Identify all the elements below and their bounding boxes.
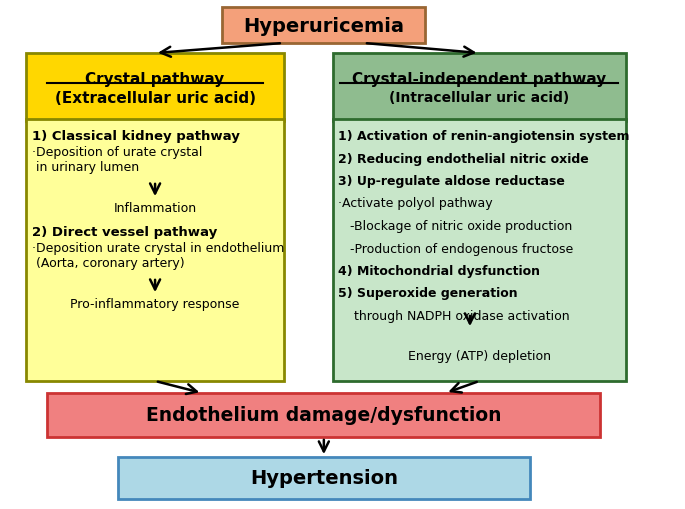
Text: 1) Activation of renin-angiotensin system: 1) Activation of renin-angiotensin syste… (338, 130, 629, 143)
Bar (27, 120, 284, 381)
Text: (Extracellular uric acid): (Extracellular uric acid) (55, 90, 256, 105)
Bar (333, 120, 626, 381)
Text: -Production of endogenous fructose: -Production of endogenous fructose (338, 242, 573, 255)
Text: ·Deposition urate crystal in endothelium: ·Deposition urate crystal in endothelium (32, 242, 284, 254)
Text: Energy (ATP) depletion: Energy (ATP) depletion (408, 349, 551, 362)
Text: Crystal pathway: Crystal pathway (86, 71, 225, 87)
Text: ·Activate polyol pathway: ·Activate polyol pathway (338, 197, 493, 210)
Text: 5) Superoxide generation: 5) Superoxide generation (338, 287, 517, 300)
Text: through NADPH oxidase activation: through NADPH oxidase activation (338, 309, 569, 322)
Text: (Aorta, coronary artery): (Aorta, coronary artery) (32, 257, 185, 269)
Text: 3) Up-regulate aldose reductase: 3) Up-regulate aldose reductase (338, 175, 564, 188)
Bar (333, 54, 626, 122)
Text: (Intracellular uric acid): (Intracellular uric acid) (389, 91, 569, 105)
Bar (222, 8, 425, 44)
Text: Inflammation: Inflammation (114, 202, 197, 215)
Text: 2) Direct vessel pathway: 2) Direct vessel pathway (32, 225, 217, 239)
Bar (27, 54, 284, 122)
Text: -Blockage of nitric oxide production: -Blockage of nitric oxide production (338, 219, 572, 233)
Text: Hyperuricemia: Hyperuricemia (243, 16, 404, 36)
Text: 1) Classical kidney pathway: 1) Classical kidney pathway (32, 130, 240, 143)
Bar (47, 393, 601, 437)
Text: 2) Reducing endothelial nitric oxide: 2) Reducing endothelial nitric oxide (338, 152, 588, 165)
Text: in urinary lumen: in urinary lumen (32, 161, 139, 174)
Text: Hypertension: Hypertension (250, 469, 398, 488)
Text: ·Deposition of urate crystal: ·Deposition of urate crystal (32, 146, 203, 159)
Text: Pro-inflammatory response: Pro-inflammatory response (71, 297, 240, 310)
Text: 4) Mitochondrial dysfunction: 4) Mitochondrial dysfunction (338, 265, 540, 277)
Bar (119, 457, 530, 499)
Text: Crystal-independent pathway: Crystal-independent pathway (352, 71, 606, 87)
Text: Endothelium damage/dysfunction: Endothelium damage/dysfunction (146, 406, 501, 425)
